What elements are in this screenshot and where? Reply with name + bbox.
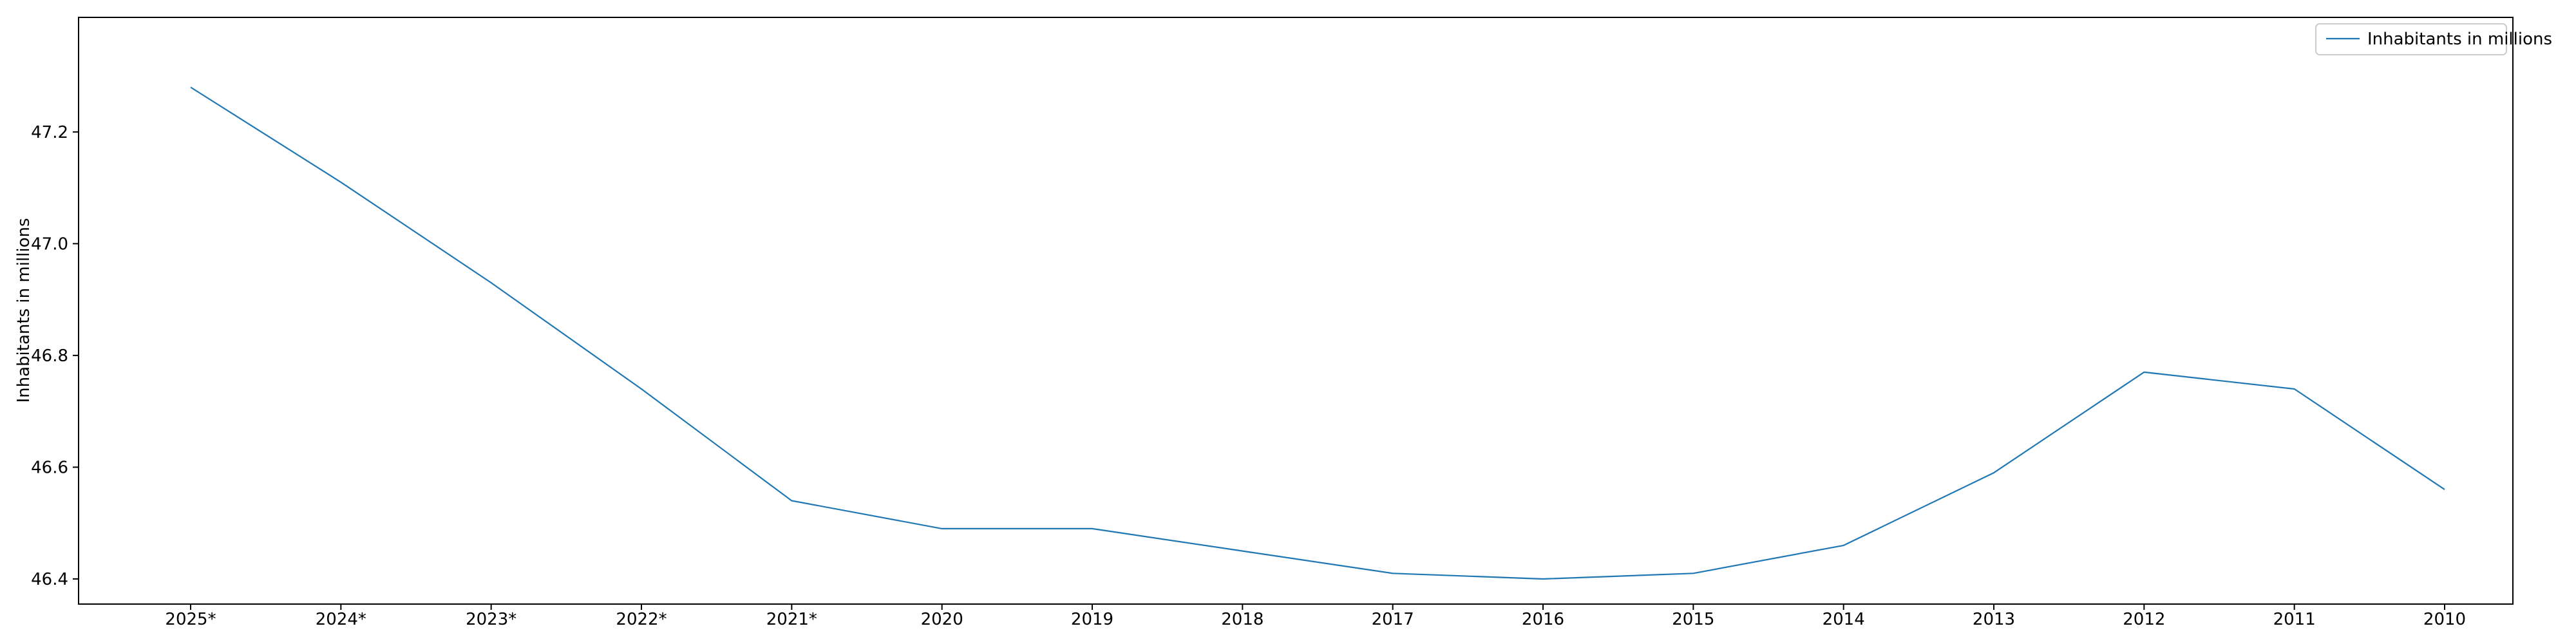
x-tick-label: 2025* <box>165 610 216 629</box>
x-tick-label: 2022* <box>616 610 667 629</box>
y-axis-label: Inhabitants in millions <box>14 218 33 402</box>
series-line-inhabitants <box>190 86 2445 580</box>
x-tick-label: 2012 <box>2123 610 2165 629</box>
y-tick-label: 47.2 <box>31 123 68 142</box>
x-tick-label: 2023* <box>466 610 516 629</box>
y-axis: 46.4 46.6 46.8 47.0 47.2 <box>31 123 79 589</box>
y-tick-label: 46.4 <box>31 570 68 589</box>
x-tick-label: 2014 <box>1823 610 1865 629</box>
x-tick-label: 2024* <box>316 610 366 629</box>
legend: Inhabitants in millions <box>2315 23 2552 55</box>
y-tick-label: 46.8 <box>31 346 68 366</box>
x-tick-label: 2019 <box>1071 610 1113 629</box>
x-tick-label: 2011 <box>2273 610 2316 629</box>
x-tick-label: 2020 <box>921 610 963 629</box>
plot-frame <box>78 17 2514 605</box>
y-tick-label: 46.6 <box>31 458 68 477</box>
x-axis: 2025* 2024* 2023* 2022* 2021* 2020 2019 2018 201… <box>165 604 2466 629</box>
legend-label: Inhabitants in millions <box>2367 30 2552 49</box>
x-tick-label: 2016 <box>1522 610 1564 629</box>
x-tick-label: 2018 <box>1221 610 1264 629</box>
x-tick-label: 2015 <box>1672 610 1714 629</box>
x-tick-label: 2021* <box>766 610 817 629</box>
x-tick-label: 2017 <box>1372 610 1414 629</box>
y-tick-label: 47.0 <box>31 234 68 254</box>
x-tick-label: 2010 <box>2423 610 2466 629</box>
legend-box <box>2315 23 2507 55</box>
x-tick-label: 2013 <box>1973 610 2015 629</box>
